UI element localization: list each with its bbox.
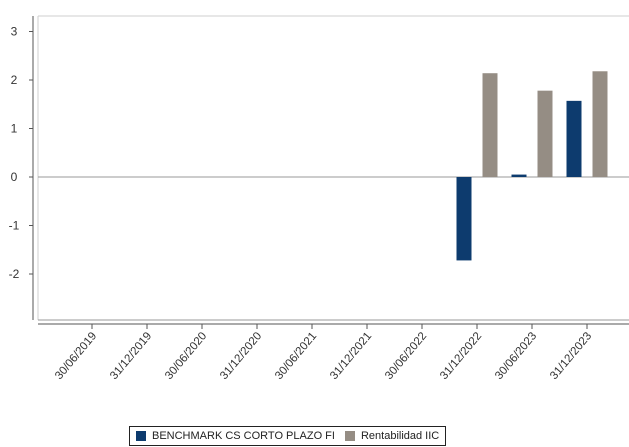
x-tick-label: 31/12/2021 (328, 330, 374, 382)
bar-rentabilidad (537, 90, 553, 177)
y-tick-label: -2 (9, 267, 20, 281)
y-axis: 3 2 1 0 -1 -2 (9, 16, 34, 320)
bar-benchmark (566, 100, 582, 177)
y-tick-label: 0 (11, 170, 18, 184)
legend-swatch-benchmark (136, 431, 146, 441)
y-tick-label: 1 (11, 122, 18, 136)
legend-label-rentabilidad: Rentabilidad IIC (360, 430, 440, 442)
x-tick-label: 31/12/2019 (108, 330, 154, 382)
x-tick-label: 31/12/2020 (218, 330, 264, 382)
bar-benchmark (511, 174, 527, 177)
x-tick-label: 30/06/2019 (53, 330, 99, 382)
legend-swatch-rentabilidad (344, 431, 355, 441)
legend-item-benchmark: BENCHMARK CS CORTO PLAZO FI (136, 430, 335, 442)
x-tick-label: 30/06/2022 (383, 330, 429, 382)
bar-rentabilidad (592, 71, 608, 177)
x-tick-label: 31/12/2023 (548, 330, 594, 382)
x-tick-label: 30/06/2023 (493, 330, 539, 382)
x-tick-label: 31/12/2022 (438, 330, 484, 382)
bar-rentabilidad (482, 73, 498, 177)
y-tick-label: 3 (11, 25, 18, 39)
legend-item-rentabilidad: Rentabilidad IIC (344, 430, 440, 442)
legend-label-benchmark: BENCHMARK CS CORTO PLAZO FI (152, 430, 335, 442)
bar-benchmark (456, 177, 472, 261)
y-tick-label: 2 (11, 73, 18, 87)
bars (456, 71, 608, 261)
legend: BENCHMARK CS CORTO PLAZO FI Rentabilidad… (129, 426, 447, 446)
x-tick-label: 30/06/2020 (163, 330, 209, 382)
x-tick-label: 30/06/2021 (273, 330, 319, 382)
plot-frame (37, 15, 629, 321)
y-tick-label: -1 (9, 219, 20, 233)
x-axis: 30/06/2019 31/12/2019 30/06/2020 31/12/2020… (38, 323, 629, 382)
